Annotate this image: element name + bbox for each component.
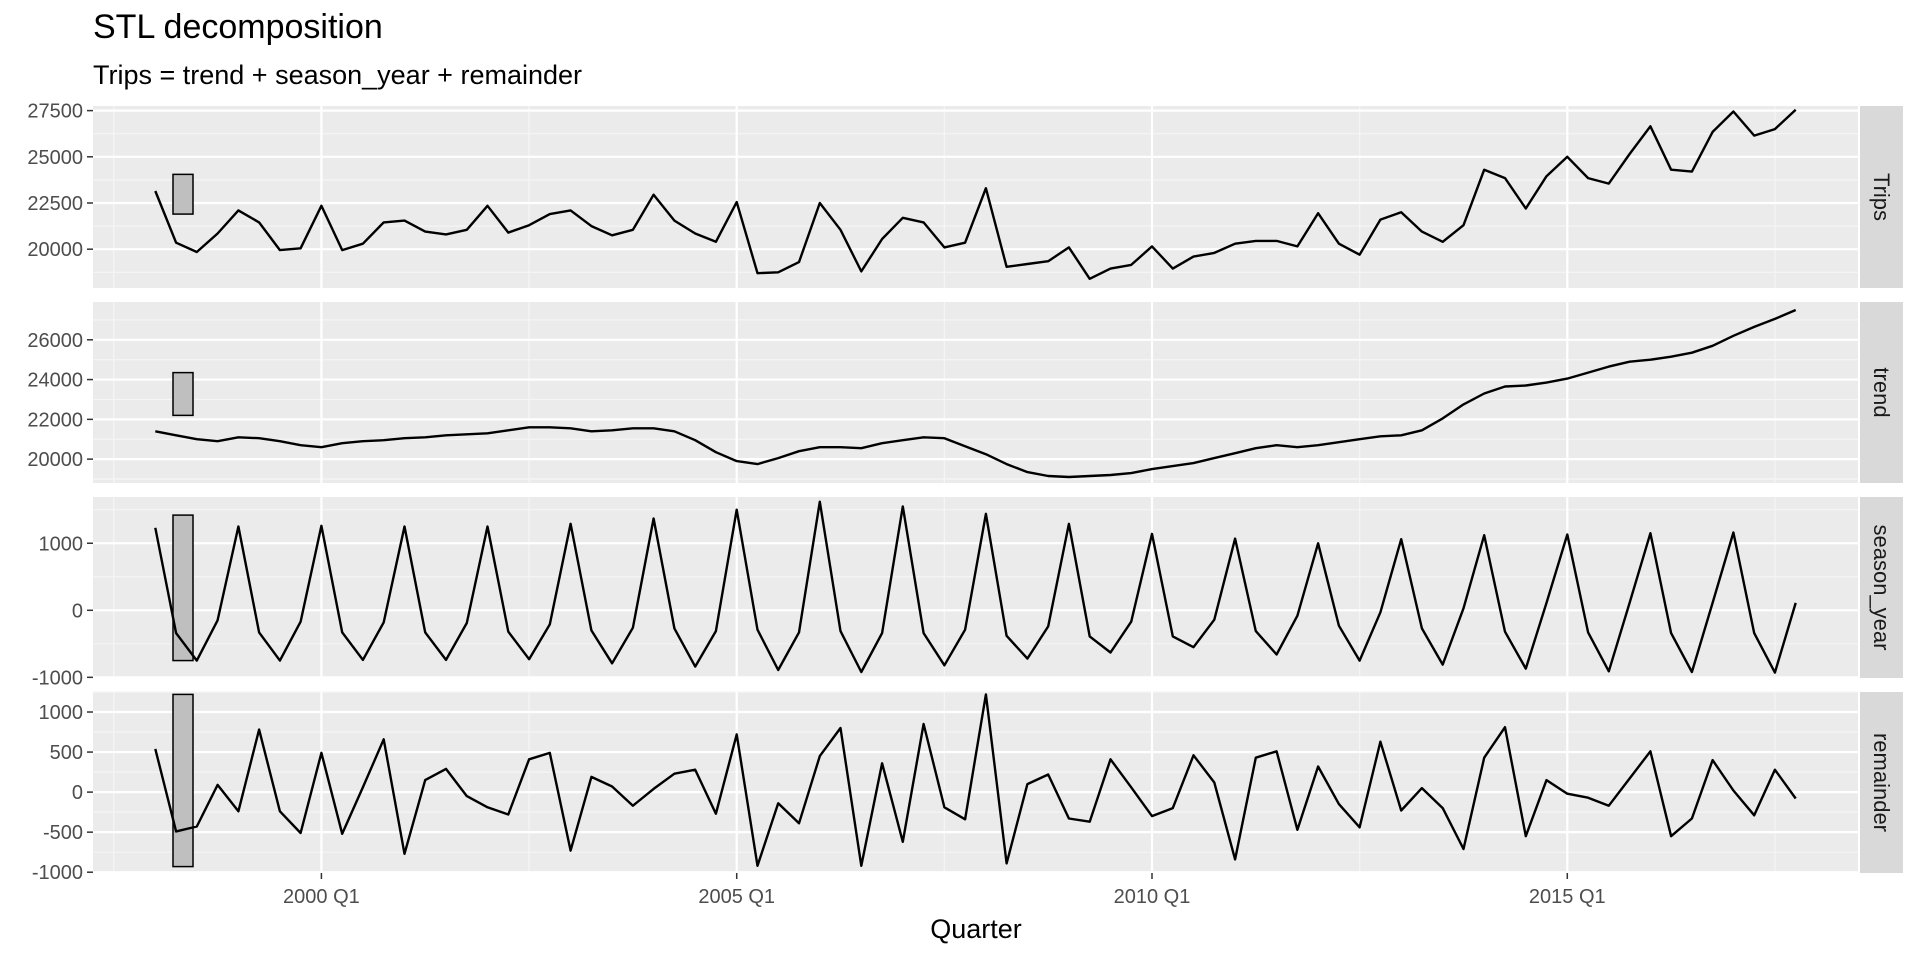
x-axis: 2000 Q1 2005 Q1 2010 Q1 2015 Q1 xyxy=(283,873,1606,908)
series-line-trend xyxy=(155,308,1797,479)
series-line-Trips xyxy=(154,108,1797,280)
y-tick-label: 20000 xyxy=(27,449,83,471)
y-tick-label: 24000 xyxy=(27,370,83,392)
y-tick-label: 22000 xyxy=(27,409,83,431)
y-tick-label: -1000 xyxy=(32,862,83,884)
scale-bar xyxy=(172,693,194,868)
y-tick-label: 26000 xyxy=(27,330,83,352)
facet-strip-label: Trips xyxy=(1869,173,1894,221)
facet-strip xyxy=(1860,692,1903,873)
y-tick-label: 22500 xyxy=(27,193,83,215)
y-tick-label: 0 xyxy=(72,600,83,622)
scale-bar xyxy=(172,371,194,417)
facet-remainder: -1000 -500 0 500 1000 remainder xyxy=(32,691,1903,884)
facet-strip-label: season_year xyxy=(1869,525,1894,651)
scale-bar xyxy=(172,173,194,215)
y-tick-label: 25000 xyxy=(27,147,83,169)
facet-panels: 20000 22500 25000 27500 Trips 20000 22000 24000… xyxy=(27,101,1903,884)
chart-subtitle: Trips = trend + season_year + remainder xyxy=(93,60,582,90)
panel-background xyxy=(93,497,1858,678)
y-tick-label: 20000 xyxy=(27,239,83,261)
y-tick-label: 27500 xyxy=(27,101,83,123)
chart-title: STL decomposition xyxy=(93,8,383,46)
facet-trend: 20000 22000 24000 26000 trend xyxy=(27,302,1903,483)
x-tick-label: 2015 Q1 xyxy=(1529,886,1606,908)
facet-strip-label: remainder xyxy=(1869,733,1894,832)
y-tick-label: 1000 xyxy=(39,702,84,724)
facet-strip-label: trend xyxy=(1869,367,1894,417)
scale-bar xyxy=(172,514,194,662)
panel-background xyxy=(93,106,1858,288)
facet-strip xyxy=(1860,302,1903,483)
y-tick-label: 500 xyxy=(50,742,83,764)
facet-strip xyxy=(1860,106,1903,288)
facet-season-year: -1000 0 1000 season_year xyxy=(32,497,1903,689)
facet-Trips: 20000 22500 25000 27500 Trips xyxy=(27,101,1903,288)
y-tick-label: -1000 xyxy=(32,667,83,689)
x-tick-label: 2005 Q1 xyxy=(698,886,775,908)
y-tick-label: 1000 xyxy=(39,533,84,555)
facet-strip xyxy=(1860,497,1903,678)
x-tick-label: 2000 Q1 xyxy=(283,886,360,908)
panel-background xyxy=(93,302,1858,483)
panel-background xyxy=(93,692,1858,873)
series-line-remainder xyxy=(154,693,1797,867)
y-tick-label: 0 xyxy=(72,782,83,804)
y-tick-label: -500 xyxy=(43,822,83,844)
x-axis-title: Quarter xyxy=(930,914,1022,944)
series-line-season-year xyxy=(154,500,1797,674)
x-tick-label: 2010 Q1 xyxy=(1114,886,1191,908)
